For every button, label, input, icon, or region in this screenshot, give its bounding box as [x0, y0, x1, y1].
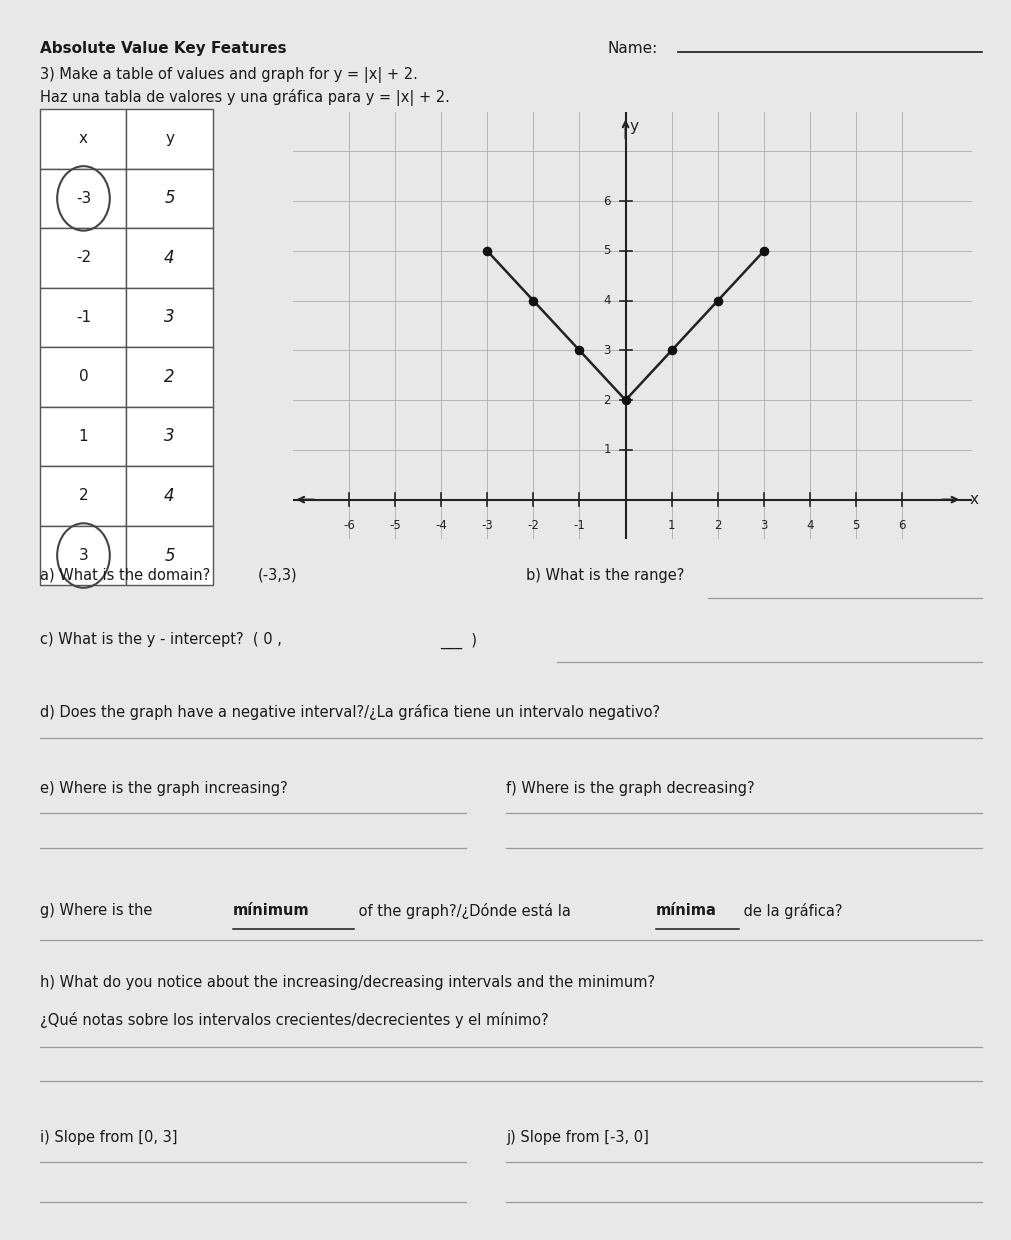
Text: 4: 4	[164, 249, 175, 267]
Text: 4: 4	[806, 518, 813, 532]
Text: 6: 6	[898, 518, 905, 532]
Text: -3: -3	[76, 191, 91, 206]
Text: j) Slope from [-3, 0]: j) Slope from [-3, 0]	[506, 1130, 648, 1145]
Text: 5: 5	[164, 190, 175, 207]
Text: g) Where is the: g) Where is the	[40, 903, 158, 918]
Text: 1: 1	[79, 429, 88, 444]
Text: of the graph?/¿Dónde está la: of the graph?/¿Dónde está la	[354, 903, 575, 919]
Bar	[126, 228, 212, 288]
Text: f) Where is the graph decreasing?: f) Where is the graph decreasing?	[506, 781, 754, 796]
Text: 2: 2	[714, 518, 721, 532]
Text: 3: 3	[164, 309, 175, 326]
Bar	[40, 288, 126, 347]
Bar	[126, 526, 212, 585]
Point	[478, 241, 494, 260]
Text: y: y	[165, 131, 174, 146]
Bar	[126, 466, 212, 526]
Text: b) What is the range?: b) What is the range?	[526, 568, 683, 583]
Point	[709, 290, 725, 310]
Text: -4: -4	[435, 518, 447, 532]
Text: 5: 5	[603, 244, 611, 258]
Text: Absolute Value Key Features: Absolute Value Key Features	[40, 41, 287, 56]
Bar	[126, 169, 212, 228]
Text: 2: 2	[603, 393, 611, 407]
Text: Haz una tabla de valores y una gráfica para y = |x| + 2.: Haz una tabla de valores y una gráfica p…	[40, 89, 450, 107]
Text: 1: 1	[667, 518, 674, 532]
Text: 4: 4	[164, 487, 175, 505]
Text: i) Slope from [0, 3]: i) Slope from [0, 3]	[40, 1130, 178, 1145]
Bar	[40, 228, 126, 288]
Text: d) Does the graph have a negative interval?/¿La gráfica tiene un intervalo negat: d) Does the graph have a negative interv…	[40, 704, 660, 720]
Bar	[40, 407, 126, 466]
Text: -1: -1	[573, 518, 584, 532]
Bar	[40, 347, 126, 407]
Bar	[40, 169, 126, 228]
Point	[571, 341, 587, 361]
Text: 4: 4	[603, 294, 611, 308]
Bar	[40, 466, 126, 526]
Text: (-3,3): (-3,3)	[258, 568, 297, 583]
Text: -3: -3	[481, 518, 492, 532]
Text: -5: -5	[388, 518, 400, 532]
Bar	[126, 407, 212, 466]
Text: mínima: mínima	[655, 903, 716, 918]
Text: 5: 5	[851, 518, 859, 532]
Text: y: y	[629, 119, 638, 134]
Text: -2: -2	[76, 250, 91, 265]
Text: Name:: Name:	[607, 41, 657, 56]
Point	[525, 290, 541, 310]
Text: 6: 6	[603, 195, 611, 207]
Text: ___  ): ___ )	[440, 632, 477, 649]
Bar	[126, 109, 212, 169]
Bar	[126, 288, 212, 347]
Text: 2: 2	[164, 368, 175, 386]
Bar	[40, 526, 126, 585]
Text: x: x	[969, 492, 978, 507]
Text: x: x	[79, 131, 88, 146]
Point	[755, 241, 771, 260]
Text: -2: -2	[527, 518, 539, 532]
Text: c) What is the y - intercept?  ( 0 ,: c) What is the y - intercept? ( 0 ,	[40, 632, 282, 647]
Text: -1: -1	[76, 310, 91, 325]
Text: e) Where is the graph increasing?: e) Where is the graph increasing?	[40, 781, 288, 796]
Text: de la gráfica?: de la gráfica?	[738, 903, 841, 919]
Text: 3) Make a table of values and graph for y = |x| + 2.: 3) Make a table of values and graph for …	[40, 67, 418, 83]
Bar	[40, 109, 126, 169]
Point	[617, 391, 633, 410]
Text: ¿Qué notas sobre los intervalos crecientes/decrecientes y el mínimo?: ¿Qué notas sobre los intervalos crecient…	[40, 1012, 549, 1028]
Text: -6: -6	[343, 518, 355, 532]
Text: 2: 2	[79, 489, 88, 503]
Text: 3: 3	[759, 518, 767, 532]
Text: a) What is the domain?: a) What is the domain?	[40, 568, 210, 583]
Text: mínimum: mínimum	[233, 903, 309, 918]
Text: 1: 1	[603, 444, 611, 456]
Text: 0: 0	[79, 370, 88, 384]
Text: 3: 3	[79, 548, 88, 563]
Text: 3: 3	[603, 343, 611, 357]
Text: 3: 3	[164, 428, 175, 445]
Point	[663, 341, 679, 361]
Text: h) What do you notice about the increasing/decreasing intervals and the minimum?: h) What do you notice about the increasi…	[40, 975, 655, 990]
Bar	[126, 347, 212, 407]
Text: 5: 5	[164, 547, 175, 564]
